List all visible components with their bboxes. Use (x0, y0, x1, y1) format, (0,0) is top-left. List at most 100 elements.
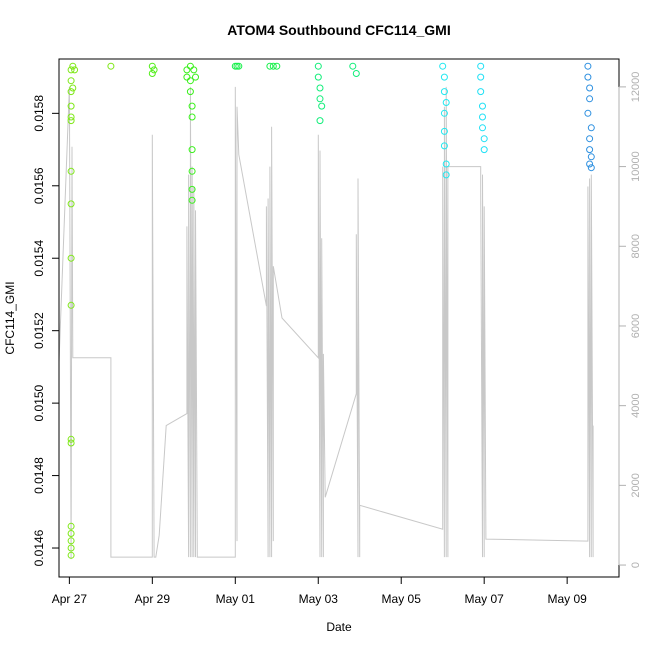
data-point (69, 84, 77, 92)
data-point (67, 522, 75, 530)
x-tick-label: May 09 (547, 592, 587, 606)
data-point (477, 88, 485, 96)
data-point (480, 135, 488, 143)
y2-tick-label: 10000 (630, 151, 642, 182)
x-tick-label: May 05 (382, 592, 422, 606)
data-point (67, 301, 75, 309)
data-point (477, 62, 485, 70)
data-point (150, 66, 158, 74)
data-point (67, 102, 75, 110)
data-point (183, 66, 191, 74)
data-point (67, 435, 75, 443)
altitude-layer (58, 86, 594, 560)
data-point (440, 127, 448, 135)
y-tick-label: 0.0156 (32, 167, 46, 204)
data-point (186, 77, 194, 85)
data-point (67, 537, 75, 545)
data-point (480, 146, 488, 154)
y2-tick-label: 2000 (630, 473, 642, 497)
x-tick-label: Apr 29 (135, 592, 171, 606)
data-point (67, 77, 75, 85)
data-point (352, 70, 360, 77)
y2-tick-label: 8000 (630, 234, 642, 258)
data-point (188, 196, 196, 204)
x-tick-label: May 03 (299, 592, 339, 606)
data-point (71, 66, 79, 74)
data-point (273, 62, 281, 70)
data-point (69, 62, 77, 70)
data-point (479, 124, 486, 132)
data-point (67, 254, 75, 262)
data-point (477, 73, 485, 81)
y-tick-label: 0.0152 (32, 312, 46, 349)
data-point (107, 62, 115, 70)
data-point (442, 99, 450, 106)
y-tick-label: 0.0150 (32, 384, 46, 421)
data-point (235, 62, 243, 70)
data-point (440, 73, 448, 81)
data-point (440, 109, 448, 117)
y2-tick-label: 12000 (630, 72, 642, 103)
data-point (148, 70, 156, 77)
data-point (442, 171, 450, 179)
x-tick-label: May 07 (465, 592, 505, 606)
data-point (183, 73, 191, 81)
y-tick-label: 0.0154 (32, 240, 46, 277)
x-axis: Apr 27 Apr 29 May 01 May 03 May 05 May 07 May … (52, 576, 587, 606)
data-point (586, 95, 594, 103)
points-layer (67, 62, 595, 559)
data-point (316, 117, 324, 125)
data-point (186, 88, 194, 96)
data-point (439, 62, 447, 70)
data-point (316, 84, 324, 92)
data-point (67, 200, 75, 208)
y-tick-label: 0.0146 (32, 529, 46, 566)
data-point (67, 88, 75, 96)
data-point (314, 62, 322, 70)
data-point (188, 113, 196, 121)
data-point (266, 62, 274, 70)
data-point (442, 160, 450, 168)
data-point (67, 117, 75, 125)
data-point (587, 164, 595, 172)
data-point (67, 551, 75, 559)
data-point (586, 84, 594, 92)
data-point (67, 530, 75, 537)
data-point (67, 439, 75, 447)
x-axis-label: Date (326, 620, 352, 634)
data-point (188, 102, 196, 110)
data-point (584, 109, 592, 117)
data-point (67, 113, 75, 121)
data-point (349, 62, 357, 70)
data-point (314, 73, 322, 81)
data-point (586, 135, 594, 143)
data-point (67, 544, 75, 552)
data-point (479, 113, 486, 121)
data-point (316, 95, 324, 103)
y2-tick-label: 0 (630, 562, 642, 568)
y2-axis: 0 2000 4000 6000 8000 10000 12000 (618, 72, 642, 568)
data-point (584, 62, 592, 70)
chart-title: ATOM4 Southbound CFC114_GMI (227, 22, 451, 38)
data-point (587, 124, 595, 132)
data-point (190, 66, 198, 74)
data-point (188, 167, 196, 175)
data-point (586, 146, 594, 154)
y2-tick-label: 6000 (630, 314, 642, 338)
data-point (148, 62, 156, 70)
y-axis: 0.0146 0.0148 0.0150 0.0152 0.0154 0.0156 0.01… (32, 95, 60, 566)
data-point (587, 153, 595, 161)
x-tick-label: Apr 27 (52, 592, 88, 606)
y-tick-label: 0.0158 (32, 95, 46, 132)
y-axis-label: CFC114_GMI (3, 281, 17, 354)
data-point (318, 102, 326, 110)
data-point (188, 146, 196, 154)
data-point (479, 102, 486, 110)
data-point (440, 142, 448, 150)
x-tick-label: May 01 (216, 592, 256, 606)
plot-frame (58, 58, 620, 578)
y2-tick-label: 4000 (630, 393, 642, 417)
data-point (67, 66, 75, 74)
data-point (586, 160, 594, 168)
